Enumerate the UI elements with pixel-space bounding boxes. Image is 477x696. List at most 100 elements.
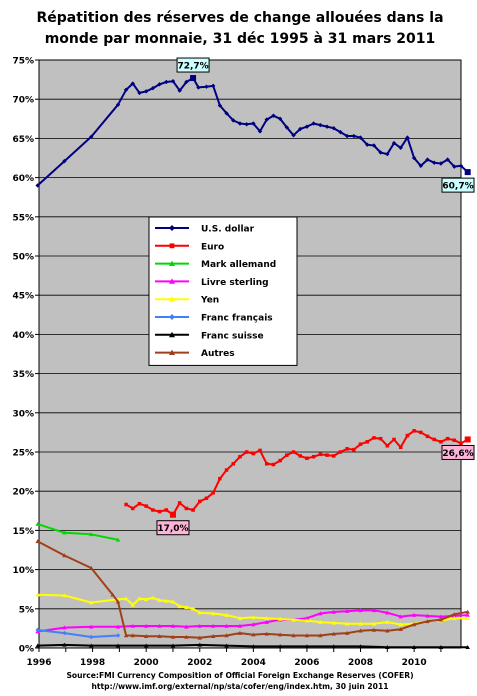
annotation-marker (464, 436, 471, 443)
data-point-autres (130, 633, 135, 638)
data-point-franc-suisse (197, 642, 202, 647)
x-tick-label: 2006 (294, 658, 319, 668)
data-point-u-s-dollar (157, 82, 162, 87)
data-point-euro (211, 491, 215, 495)
data-point-autres (197, 635, 202, 640)
data-point-u-s-dollar (391, 140, 397, 146)
data-point-livre-sterling (184, 624, 189, 629)
data-point-autres (170, 634, 176, 639)
data-point-autres (318, 633, 323, 638)
data-point-yen (190, 606, 196, 611)
data-point-u-s-dollar (184, 79, 189, 85)
data-point-euro (311, 454, 316, 459)
data-point-autres (465, 609, 470, 614)
data-point-autres (398, 626, 403, 631)
data-point-u-s-dollar (204, 84, 209, 89)
data-point-livre-sterling (318, 611, 323, 616)
data-point-u-s-dollar (338, 129, 343, 135)
legend-label: Mark allemand (201, 260, 276, 270)
data-point-euro (258, 448, 262, 453)
data-point-yen (264, 616, 269, 620)
data-point-u-s-dollar (89, 134, 94, 140)
data-point-euro (278, 458, 282, 463)
data-point-autres (35, 539, 40, 544)
data-point-livre-sterling (143, 623, 149, 628)
data-point-u-s-dollar (351, 133, 357, 139)
data-point-livre-sterling (425, 613, 430, 618)
legend-label: Yen (200, 296, 219, 306)
data-point-franc-suisse (89, 643, 94, 648)
legend-item-mark-allemand: Mark allemand (155, 260, 276, 270)
data-point-livre-sterling (438, 614, 444, 619)
data-point-u-s-dollar (405, 135, 410, 140)
data-point-u-s-dollar (150, 86, 156, 91)
data-point-autres (157, 634, 162, 638)
data-point-franc-suisse (385, 645, 390, 649)
data-point-autres (210, 634, 216, 638)
data-point-u-s-dollar (210, 83, 216, 89)
data-point-yen (89, 600, 94, 605)
series-line-mark-allemand (37, 523, 119, 541)
legend-marker (169, 314, 175, 320)
data-point-autres (89, 565, 94, 570)
data-point-u-s-dollar (298, 126, 303, 132)
data-point-franc-fran-ais (35, 627, 40, 633)
data-point-autres (264, 631, 269, 636)
data-point-franc-fran-ais (89, 634, 94, 640)
data-point-autres (123, 633, 129, 638)
data-point-livre-sterling (344, 608, 350, 613)
y-tick-label: 35% (12, 370, 34, 380)
data-point-franc-suisse (465, 645, 470, 649)
data-point-euro (439, 440, 443, 444)
data-point-euro (157, 509, 162, 514)
data-point-euro (131, 506, 135, 511)
series-line-euro (125, 429, 469, 516)
data-point-u-s-dollar (385, 151, 390, 157)
data-point-euro (251, 451, 256, 456)
data-point-franc-suisse (331, 644, 336, 649)
annotation-marker (464, 169, 471, 176)
y-tick-label: 10% (12, 566, 34, 576)
data-point-euro (198, 499, 202, 504)
legend-label: U.S. dollar (201, 225, 255, 235)
series-euro (124, 429, 470, 517)
data-point-yen (318, 619, 323, 624)
data-point-euro (432, 437, 436, 442)
data-point-euro (405, 433, 410, 438)
data-point-autres (358, 628, 363, 633)
data-point-autres (438, 617, 444, 622)
data-point-euro (238, 454, 242, 459)
data-point-autres (331, 631, 336, 636)
legend-marker (169, 243, 175, 249)
data-point-yen (251, 615, 256, 620)
data-point-autres (277, 632, 283, 637)
data-point-yen (331, 620, 336, 625)
data-point-u-s-dollar (358, 135, 363, 140)
source-line-2: http://www.imf.org/external/np/sta/cofer… (91, 682, 388, 691)
annotation-label: 72,7% (176, 57, 210, 82)
series-line-franc-fran-ais (37, 629, 119, 638)
data-point-yen (277, 616, 283, 621)
data-point-euro (305, 456, 309, 461)
y-axis: 0% 5% 10% 15% 20% 25% 30% 35% 40% 45% 50% 55% 60% 65%… (12, 57, 39, 655)
legend-item-franc-suisse: Franc suisse (155, 331, 264, 341)
legend-box (148, 216, 298, 366)
legend-label: Euro (201, 242, 224, 252)
data-point-euro (331, 454, 336, 458)
data-point-livre-sterling (411, 612, 417, 617)
data-point-u-s-dollar (458, 163, 464, 169)
data-point-yen (35, 592, 40, 597)
data-point-yen (157, 597, 162, 602)
data-point-u-s-dollar (452, 164, 457, 169)
data-point-livre-sterling (358, 608, 363, 613)
data-point-mark-allemand (62, 530, 67, 535)
data-point-euro (378, 436, 383, 441)
data-point-u-s-dollar (344, 133, 350, 139)
data-point-u-s-dollar (304, 124, 310, 129)
data-point-euro (218, 476, 222, 481)
series-yen (35, 592, 470, 627)
data-point-yen (164, 598, 169, 603)
data-point-euro (392, 437, 396, 442)
data-point-yen (385, 619, 390, 624)
data-point-euro (151, 508, 155, 512)
